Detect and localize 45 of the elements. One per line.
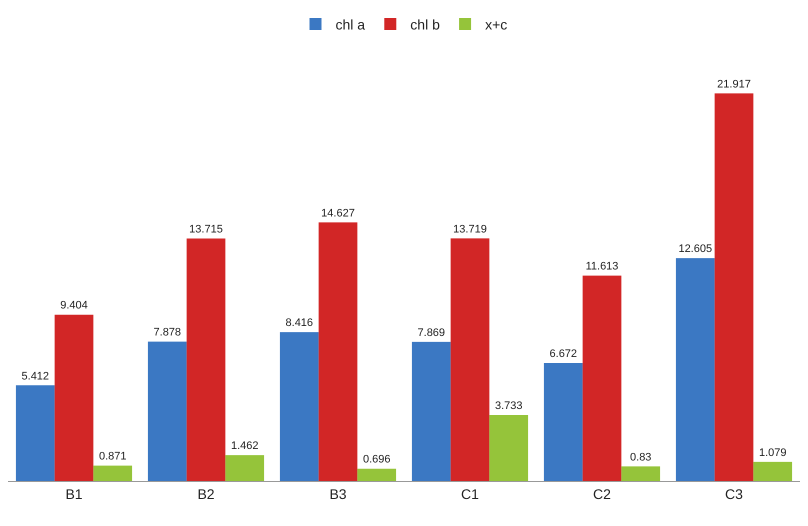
x-tick-label: B2 — [197, 486, 215, 502]
bar — [412, 342, 451, 481]
bar — [714, 93, 754, 481]
data-label: 9.404 — [60, 300, 88, 312]
data-label: 1.462 — [230, 440, 258, 452]
data-label: 13.715 — [189, 223, 223, 236]
legend-label: chl b — [410, 16, 440, 32]
bar — [676, 258, 715, 481]
bar — [489, 414, 528, 481]
x-tick-label: C1 — [461, 486, 480, 502]
bar — [582, 276, 622, 481]
data-label: 11.613 — [586, 260, 618, 273]
bar — [93, 466, 132, 481]
bar — [318, 222, 358, 481]
bar — [225, 455, 264, 481]
bar — [54, 314, 94, 481]
x-tick-label: C2 — [593, 486, 612, 502]
data-label: 5.412 — [22, 370, 50, 382]
data-label: 6.672 — [550, 348, 578, 360]
bar — [450, 238, 490, 481]
data-label: 21.917 — [717, 78, 751, 90]
data-label: 13.719 — [453, 223, 487, 236]
bar — [544, 363, 583, 481]
bar — [16, 385, 55, 481]
x-tick-label: C3 — [725, 486, 744, 502]
bar — [621, 466, 660, 481]
bar — [186, 238, 226, 481]
x-tick-label: B3 — [329, 486, 347, 502]
data-label: 8.416 — [286, 317, 314, 330]
bar — [148, 342, 187, 481]
data-label: 1.079 — [758, 446, 786, 459]
bar — [753, 462, 792, 481]
data-label: 3.733 — [494, 400, 522, 412]
bar — [357, 468, 396, 481]
data-label: 7.878 — [154, 326, 182, 339]
legend-label: chl a — [336, 16, 366, 32]
data-label: 0.871 — [98, 450, 126, 463]
data-label: 0.696 — [362, 454, 390, 466]
data-label: 14.627 — [321, 207, 355, 220]
data-label: 12.605 — [678, 243, 712, 256]
data-label: 0.83 — [630, 451, 652, 464]
legend-label: x+c — [485, 16, 508, 32]
bar — [280, 332, 319, 481]
x-tick-label: B1 — [65, 486, 83, 502]
data-label: 7.869 — [418, 326, 446, 339]
